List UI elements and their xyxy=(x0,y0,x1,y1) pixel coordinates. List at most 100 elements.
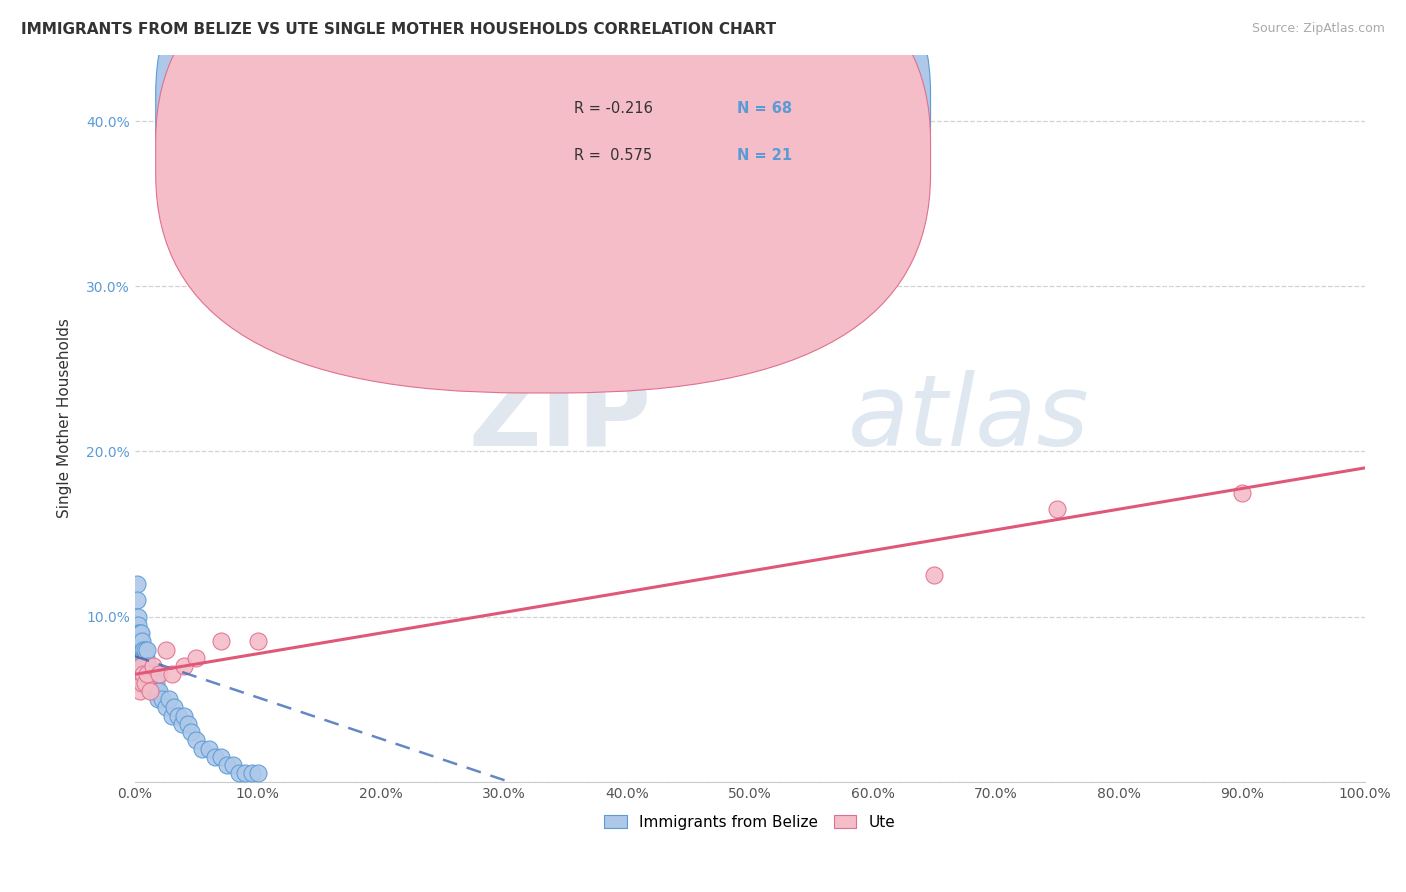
Point xyxy=(134,650,156,665)
Point xyxy=(135,650,157,665)
Point xyxy=(136,667,159,681)
Point xyxy=(134,659,156,673)
Point xyxy=(209,634,232,648)
Point xyxy=(150,692,173,706)
Point xyxy=(131,659,153,673)
Point xyxy=(128,609,150,624)
Point xyxy=(138,667,160,681)
Text: ZIP: ZIP xyxy=(468,370,651,467)
Point xyxy=(127,642,149,657)
Point xyxy=(128,634,150,648)
Legend: Immigrants from Belize, Ute: Immigrants from Belize, Ute xyxy=(598,808,901,836)
Point xyxy=(129,626,152,640)
Point xyxy=(197,741,219,756)
Point xyxy=(128,634,150,648)
Point xyxy=(129,659,152,673)
Point xyxy=(125,634,148,648)
Point xyxy=(129,659,152,673)
Point xyxy=(128,626,150,640)
Point xyxy=(222,758,245,772)
Point xyxy=(173,708,195,723)
Point xyxy=(714,304,737,318)
Text: R = -0.216: R = -0.216 xyxy=(574,101,652,116)
Point xyxy=(143,683,166,698)
Point xyxy=(142,667,165,681)
Point xyxy=(163,700,186,714)
Point xyxy=(142,659,165,673)
Point xyxy=(922,568,945,582)
Point xyxy=(136,659,159,673)
Point xyxy=(1230,485,1253,500)
Point xyxy=(127,626,149,640)
Point xyxy=(135,667,157,681)
Point xyxy=(240,766,263,780)
Point xyxy=(131,675,153,690)
Point xyxy=(173,659,195,673)
Point xyxy=(141,675,163,690)
Point xyxy=(186,650,208,665)
Point xyxy=(128,667,150,681)
Point xyxy=(129,634,152,648)
Text: Source: ZipAtlas.com: Source: ZipAtlas.com xyxy=(1251,22,1385,36)
FancyBboxPatch shape xyxy=(156,0,931,393)
Point xyxy=(131,634,153,648)
Point xyxy=(125,659,148,673)
Point xyxy=(125,626,148,640)
Point xyxy=(148,683,170,698)
Point xyxy=(128,650,150,665)
Point xyxy=(157,692,180,706)
Point xyxy=(132,659,155,673)
Point xyxy=(129,642,152,657)
Point xyxy=(128,626,150,640)
Point xyxy=(148,667,170,681)
Point xyxy=(128,683,150,698)
Point xyxy=(160,667,183,681)
Text: IMMIGRANTS FROM BELIZE VS UTE SINGLE MOTHER HOUSEHOLDS CORRELATION CHART: IMMIGRANTS FROM BELIZE VS UTE SINGLE MOT… xyxy=(21,22,776,37)
Point xyxy=(127,593,149,607)
Point xyxy=(134,675,156,690)
Point xyxy=(136,667,159,681)
Point xyxy=(145,675,167,690)
Point xyxy=(166,708,188,723)
Text: atlas: atlas xyxy=(848,370,1090,467)
Point xyxy=(128,642,150,657)
Text: N = 21: N = 21 xyxy=(738,148,793,163)
Point xyxy=(134,642,156,657)
Point xyxy=(246,634,269,648)
Point xyxy=(127,675,149,690)
Point xyxy=(128,617,150,632)
Point xyxy=(129,650,152,665)
Text: R =  0.575: R = 0.575 xyxy=(574,148,652,163)
Point xyxy=(146,692,169,706)
Point xyxy=(186,733,208,747)
Text: N = 68: N = 68 xyxy=(738,101,793,116)
Point xyxy=(170,717,193,731)
Point xyxy=(127,576,149,591)
Point xyxy=(155,642,177,657)
Point xyxy=(138,659,160,673)
Point xyxy=(131,650,153,665)
Point xyxy=(155,700,177,714)
FancyBboxPatch shape xyxy=(156,0,931,346)
Point xyxy=(176,717,198,731)
Point xyxy=(180,725,202,739)
Point xyxy=(136,642,159,657)
Point xyxy=(138,683,160,698)
Point xyxy=(138,675,160,690)
Point xyxy=(191,741,214,756)
Point xyxy=(228,766,250,780)
Point xyxy=(209,750,232,764)
Point xyxy=(204,750,226,764)
Point xyxy=(160,708,183,723)
Point xyxy=(235,766,257,780)
Y-axis label: Single Mother Households: Single Mother Households xyxy=(58,318,72,518)
Point xyxy=(246,766,269,780)
Point xyxy=(1046,502,1069,516)
Point xyxy=(215,758,238,772)
Point xyxy=(132,667,155,681)
Point xyxy=(132,650,155,665)
Point xyxy=(131,642,153,657)
Point xyxy=(128,650,150,665)
Point xyxy=(139,667,162,681)
FancyBboxPatch shape xyxy=(503,77,842,197)
